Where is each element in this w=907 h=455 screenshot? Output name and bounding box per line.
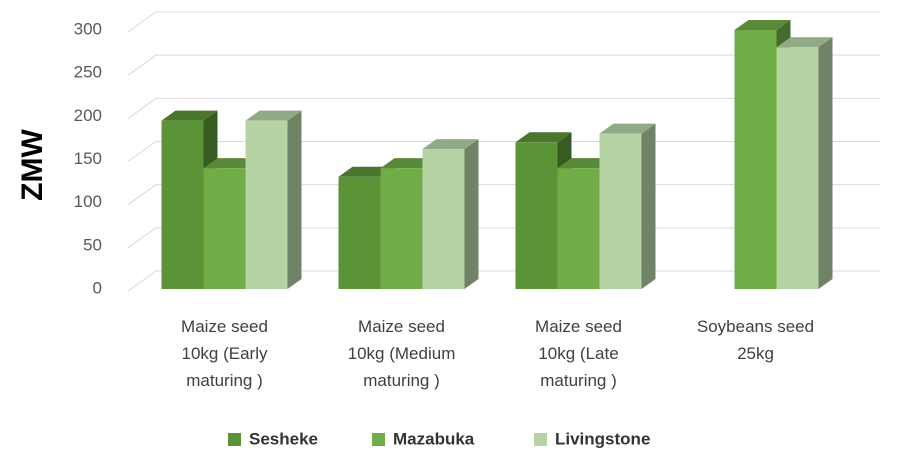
bar-front: [515, 142, 558, 289]
bar-top: [161, 110, 218, 121]
bar-side: [818, 37, 833, 290]
bar-top: [422, 139, 479, 150]
x-tick-line: maturing ): [540, 371, 617, 390]
x-tick-line: Maize seed: [535, 317, 622, 336]
x-tick-label: Maize seed 10kg (Medium maturing ): [348, 317, 456, 390]
legend-label: Livingstone: [555, 429, 650, 448]
x-tick-line: Maize seed: [358, 317, 445, 336]
legend-swatch: [534, 433, 547, 446]
bar: [245, 110, 302, 290]
bar-front: [557, 168, 600, 289]
bar-front: [245, 120, 288, 290]
x-tick-line: 10kg (Medium: [348, 344, 456, 363]
x-tick-line: Maize seed: [181, 317, 268, 336]
bar-side: [641, 123, 656, 289]
y-tick-label: 200: [74, 106, 102, 125]
bar-top: [734, 20, 791, 30]
y-axis-label: ZMW: [16, 129, 49, 201]
x-tick-line: 10kg (Late: [538, 344, 618, 363]
legend-label: Sesheke: [249, 429, 318, 448]
x-tick-line: Soybeans seed: [697, 317, 814, 336]
y-tick-label: 50: [83, 235, 102, 254]
legend-swatch: [228, 433, 241, 446]
legend-label: Mazabuka: [393, 429, 475, 448]
bar-front: [338, 176, 381, 289]
x-tick-label: Maize seed 10kg (Late maturing ): [535, 317, 622, 390]
legend-swatch: [372, 433, 385, 446]
bar-front: [422, 149, 465, 289]
bar-top: [776, 37, 833, 48]
y-tick-label: 300: [74, 19, 102, 38]
x-tick-line: maturing ): [186, 371, 263, 390]
bar-front: [734, 30, 777, 289]
x-tick-label: Maize seed 10kg (Early maturing ): [181, 317, 268, 390]
bar: [422, 139, 479, 289]
bar-front: [776, 47, 819, 290]
x-tick-line: 10kg (Early: [182, 344, 268, 363]
bar-side: [287, 110, 302, 290]
y-tick-label: 250: [74, 63, 102, 82]
x-tick-label: Soybeans seed 25kg: [697, 317, 814, 363]
bar-front: [599, 133, 642, 289]
bar-top: [599, 123, 656, 134]
grid-line: [127, 97, 880, 119]
bar: [599, 123, 656, 289]
y-tick-label: 100: [74, 192, 102, 211]
bar-top: [515, 132, 572, 143]
bar-side: [464, 139, 479, 289]
y-tick-label: 150: [74, 149, 102, 168]
y-tick-label: 0: [93, 278, 102, 297]
bar-front: [380, 168, 423, 289]
grid-line: [127, 11, 880, 33]
bar-front: [203, 168, 246, 289]
grid-line: [127, 54, 880, 76]
bar-top: [245, 110, 302, 121]
x-tick-line: maturing ): [363, 371, 440, 390]
bar: [776, 37, 833, 290]
x-tick-line: 25kg: [737, 344, 774, 363]
bar-front: [161, 120, 204, 290]
